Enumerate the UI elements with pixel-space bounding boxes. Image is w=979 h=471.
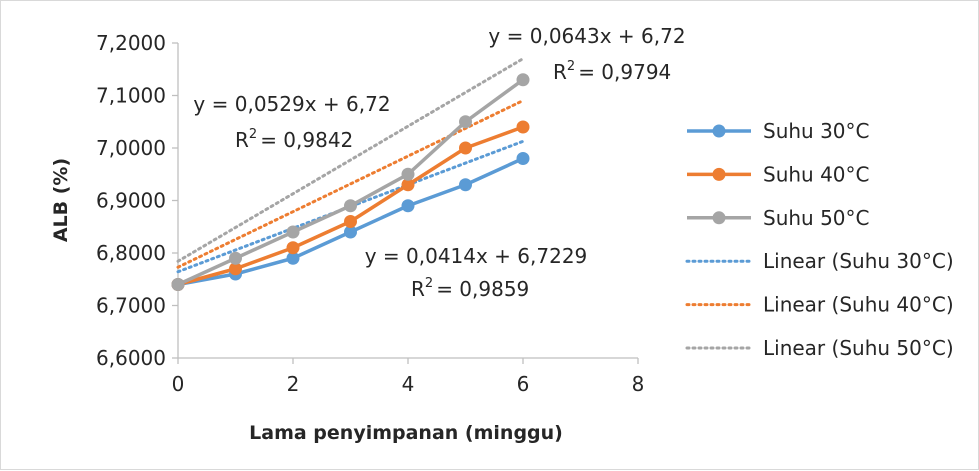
annotation-suhu-50: y = 0,0643x + 6,72 R2 = 0,9794 xyxy=(488,24,685,84)
data-point-series-3 xyxy=(401,167,415,181)
annotation-r2: R2 = 0,9859 xyxy=(411,276,529,301)
series-layer xyxy=(171,73,530,291)
legend-label: Suhu 40°C xyxy=(763,162,870,186)
y-tick-label: 7,1000 xyxy=(96,84,166,108)
y-tick-label: 6,8000 xyxy=(96,241,166,265)
annotation-equation: y = 0,0643x + 6,72 xyxy=(488,24,685,48)
r2-superscript: 2 xyxy=(567,59,575,74)
y-tick-label: 6,6000 xyxy=(96,346,166,370)
data-point-series-3 xyxy=(286,225,300,239)
r2-value: = 0,9859 xyxy=(436,277,529,301)
x-axis: 0 2 4 6 8 xyxy=(172,357,645,396)
data-point-series-2 xyxy=(286,241,300,255)
data-point-series-2 xyxy=(344,215,357,228)
data-point-series-3 xyxy=(459,115,472,129)
legend-label: Linear (Suhu 40°C) xyxy=(763,293,954,317)
r2-value: = 0,9842 xyxy=(260,128,353,152)
x-tick-label: 6 xyxy=(517,372,530,396)
annotation-equation: y = 0,0414x + 6,7229 xyxy=(365,244,588,268)
y-tick-label: 7,0000 xyxy=(96,136,166,160)
x-tick-label: 8 xyxy=(632,372,645,396)
data-point-series-2 xyxy=(401,178,415,192)
y-axis: 6,6000 6,7000 6,8000 6,9000 7,0000 7,1000 7,20… xyxy=(96,31,179,370)
annotation-equation: y = 0,0529x + 6,72 xyxy=(193,92,390,116)
y-tick-label: 6,7000 xyxy=(96,294,166,318)
trendline-1 xyxy=(176,139,525,274)
data-point-series-1 xyxy=(516,152,530,165)
data-point-series-1 xyxy=(401,199,415,213)
r2-letter: R xyxy=(235,128,249,152)
data-point-series-3 xyxy=(516,73,530,87)
r2-letter: R xyxy=(411,277,425,301)
legend-label: Suhu 50°C xyxy=(763,206,870,230)
data-point-series-3 xyxy=(171,278,185,291)
legend-label: Linear (Suhu 50°C) xyxy=(763,336,954,360)
legend-marker xyxy=(712,211,726,225)
trendline-2 xyxy=(176,99,525,269)
trendline-3 xyxy=(176,57,525,263)
legend-label: Linear (Suhu 30°C) xyxy=(763,249,954,273)
data-point-series-3 xyxy=(229,251,242,265)
x-tick-label: 0 xyxy=(172,372,185,396)
data-point-series-1 xyxy=(459,178,472,192)
data-point-series-3 xyxy=(344,199,357,213)
legend-marker xyxy=(712,124,726,138)
x-axis-title: Lama penyimpanan (minggu) xyxy=(249,422,563,444)
data-point-series-1 xyxy=(344,225,357,239)
y-tick-label: 7,2000 xyxy=(96,31,166,55)
annotation-suhu-30: y = 0,0414x + 6,7229 R2 = 0,9859 xyxy=(365,244,588,301)
annotation-r2: R2 = 0,9842 xyxy=(235,127,353,152)
annotation-suhu-40: y = 0,0529x + 6,72 R2 = 0,9842 xyxy=(193,92,390,152)
r2-value: = 0,9794 xyxy=(578,60,671,84)
r2-superscript: 2 xyxy=(249,127,257,142)
legend-label: Suhu 30°C xyxy=(763,119,870,143)
trendline-layer xyxy=(176,57,525,274)
data-point-series-1 xyxy=(286,251,300,265)
x-tick-label: 2 xyxy=(287,372,300,396)
r2-letter: R xyxy=(553,60,567,84)
r2-superscript: 2 xyxy=(425,276,433,291)
x-tick-label: 4 xyxy=(402,372,415,396)
annotation-r2: R2 = 0,9794 xyxy=(553,59,671,84)
data-point-series-2 xyxy=(229,262,242,276)
y-axis-title: ALB (%) xyxy=(50,158,72,242)
legend-marker xyxy=(712,167,726,181)
data-point-series-2 xyxy=(459,141,472,155)
y-tick-label: 6,9000 xyxy=(96,189,166,213)
legend: Suhu 30°C Suhu 40°C Suhu 50°C Linear (Suhu … xyxy=(685,119,954,360)
data-point-series-2 xyxy=(516,120,530,134)
